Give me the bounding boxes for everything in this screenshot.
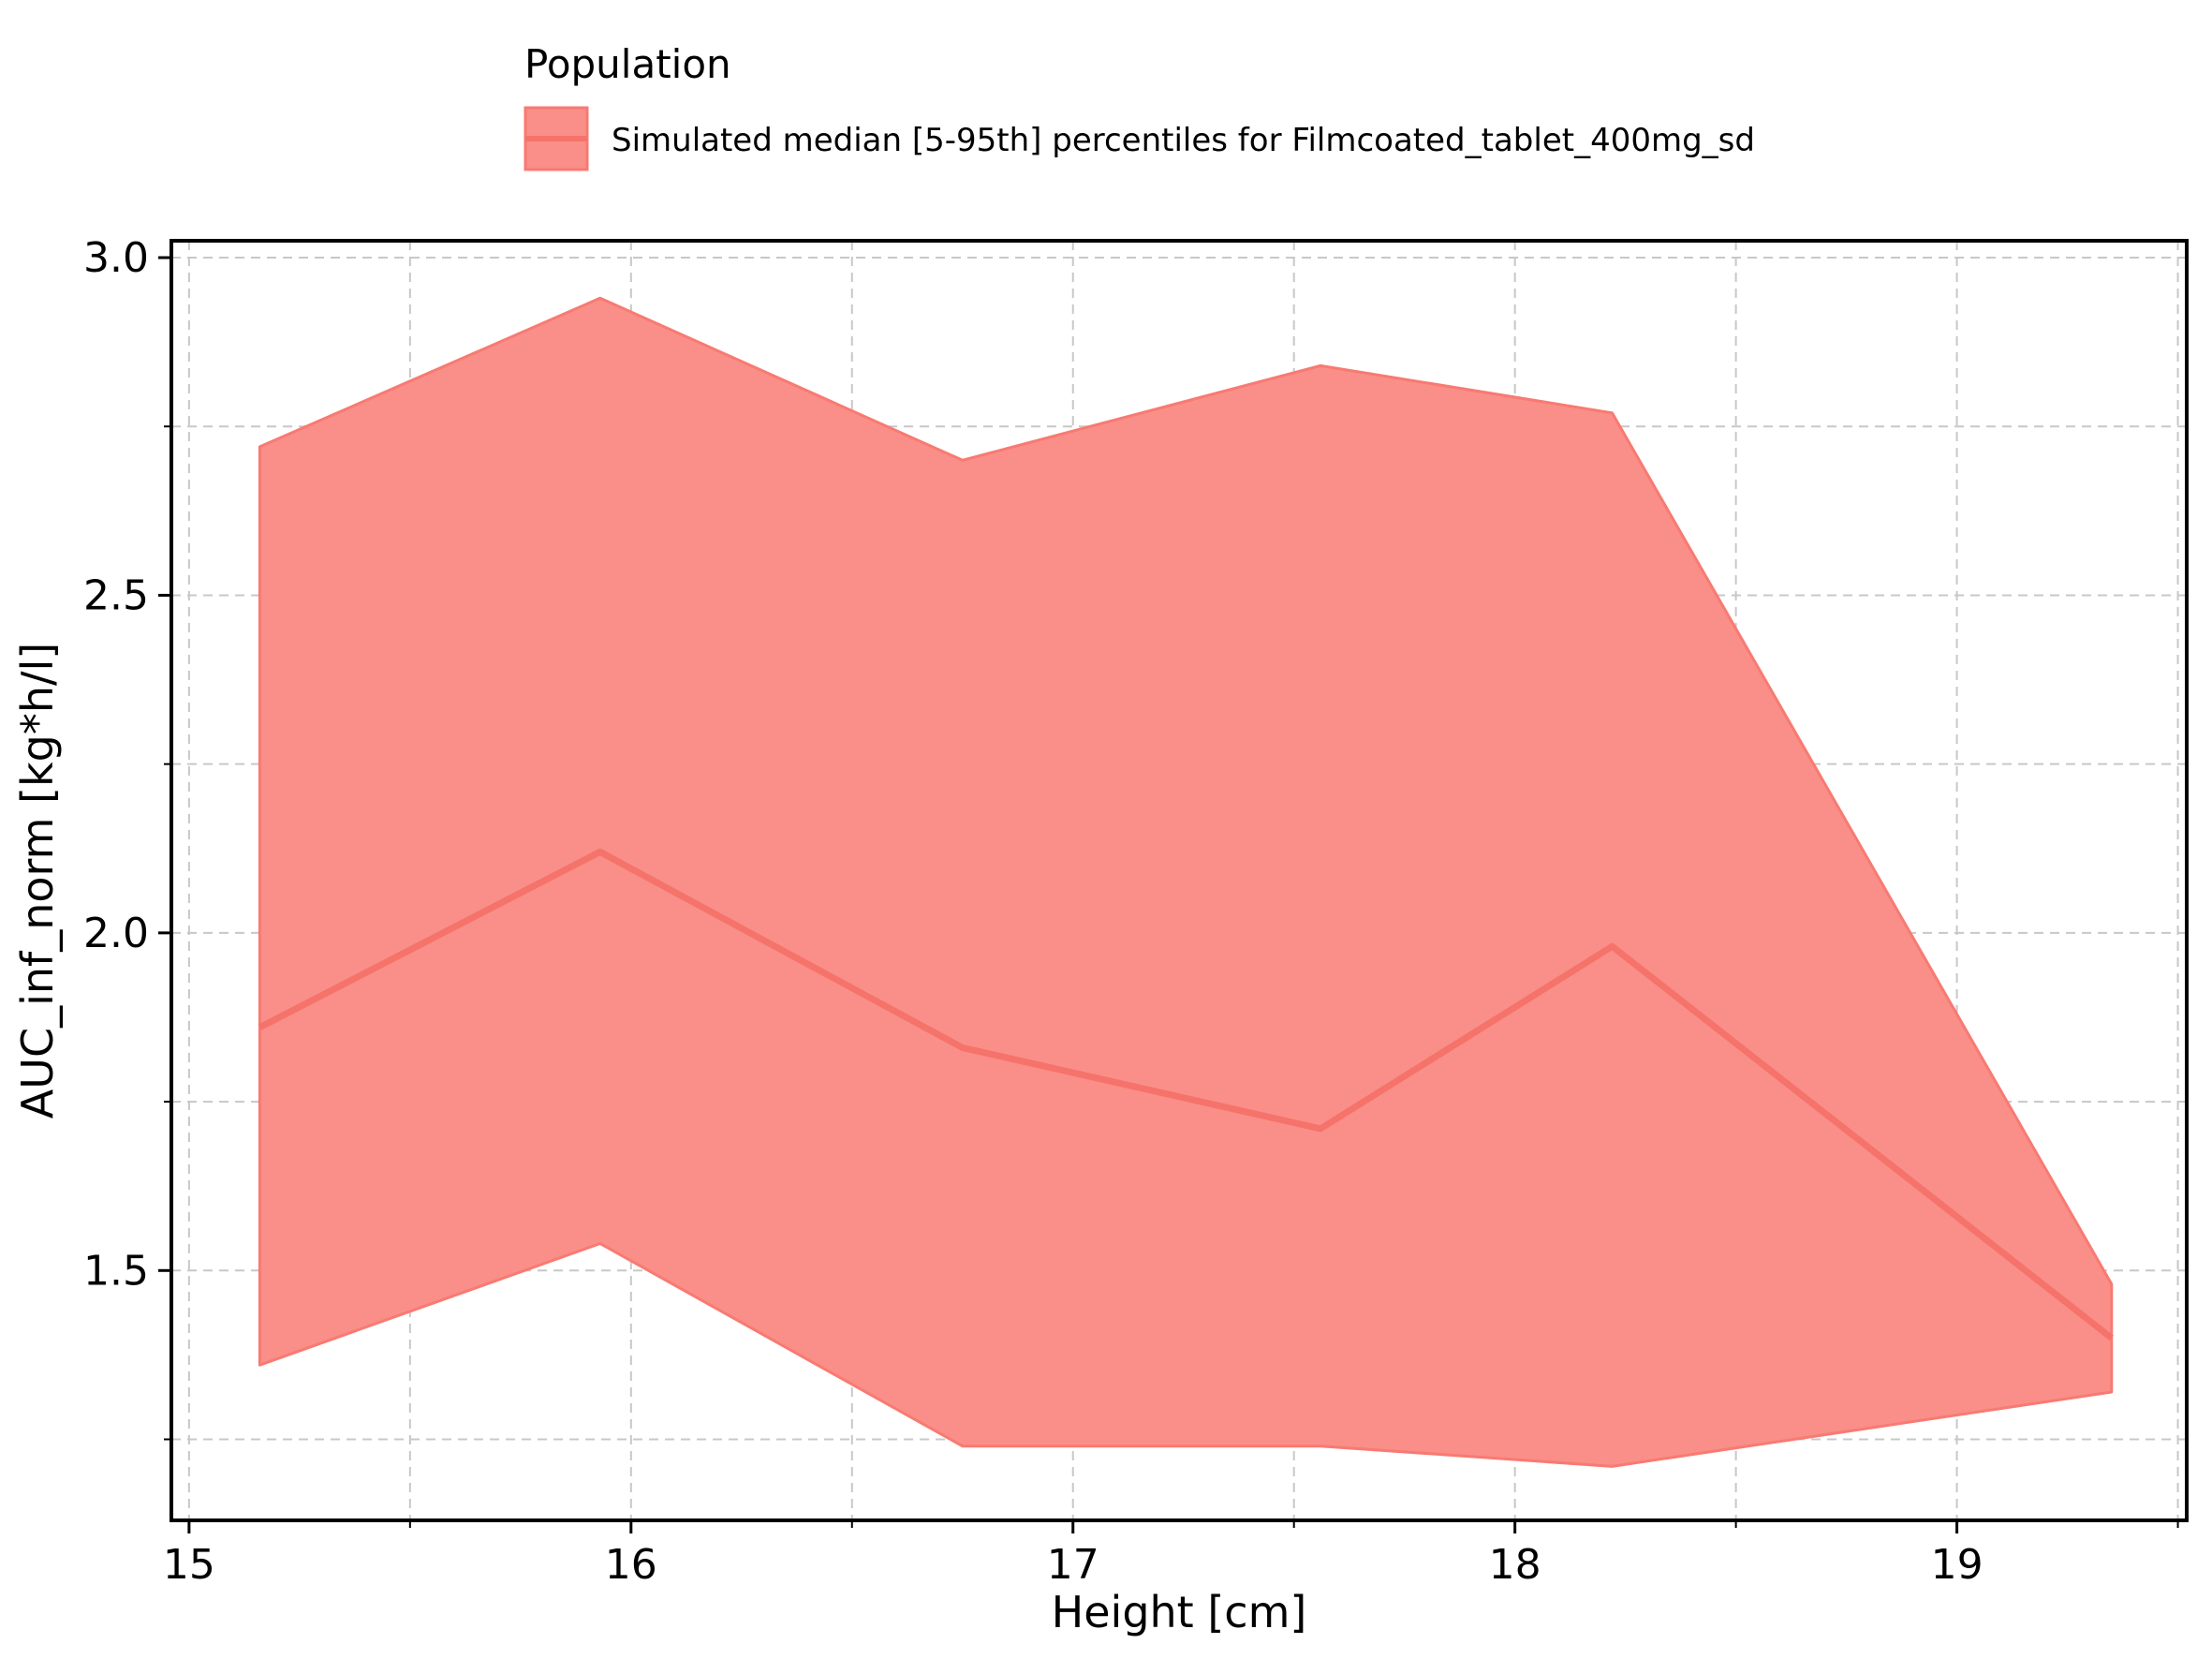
x-tick-label: 16: [605, 1541, 657, 1589]
percentile-band: [258, 296, 2114, 1468]
y-tick-label: 3.0: [83, 234, 149, 282]
y-axis-title: AUC_inf_norm [kg*h/l]: [12, 643, 63, 1118]
plot-area: 15 16 17 18 19 1.5 2.0 2.5 3.0: [83, 234, 2189, 1589]
x-tick-label: 19: [1931, 1541, 1983, 1589]
legend: Population Simulated median [5-95th] per…: [524, 41, 1755, 171]
median-point: [1611, 945, 1613, 947]
median-point: [1320, 1128, 1321, 1130]
y-tick-label: 2.5: [83, 571, 149, 619]
x-tick-label: 17: [1047, 1541, 1099, 1589]
x-tick-label: 18: [1489, 1541, 1541, 1589]
y-tick-label: 1.5: [83, 1247, 149, 1295]
data-layer: [258, 296, 2114, 1468]
legend-entry-label: Simulated median [5-95th] percentiles fo…: [612, 122, 1755, 159]
y-tick-label: 2.0: [83, 910, 149, 957]
ticks: 15 16 17 18 19 1.5 2.0 2.5 3.0: [83, 234, 2179, 1589]
median-line: [258, 848, 2114, 1341]
plot-frame: [170, 239, 2189, 1522]
median-point: [258, 1027, 260, 1029]
x-axis-title: Height [cm]: [1052, 1587, 1307, 1637]
median-point: [2111, 1337, 2113, 1339]
median-point: [962, 1046, 964, 1048]
x-tick-label: 15: [163, 1541, 215, 1589]
legend-title: Population: [524, 41, 731, 87]
